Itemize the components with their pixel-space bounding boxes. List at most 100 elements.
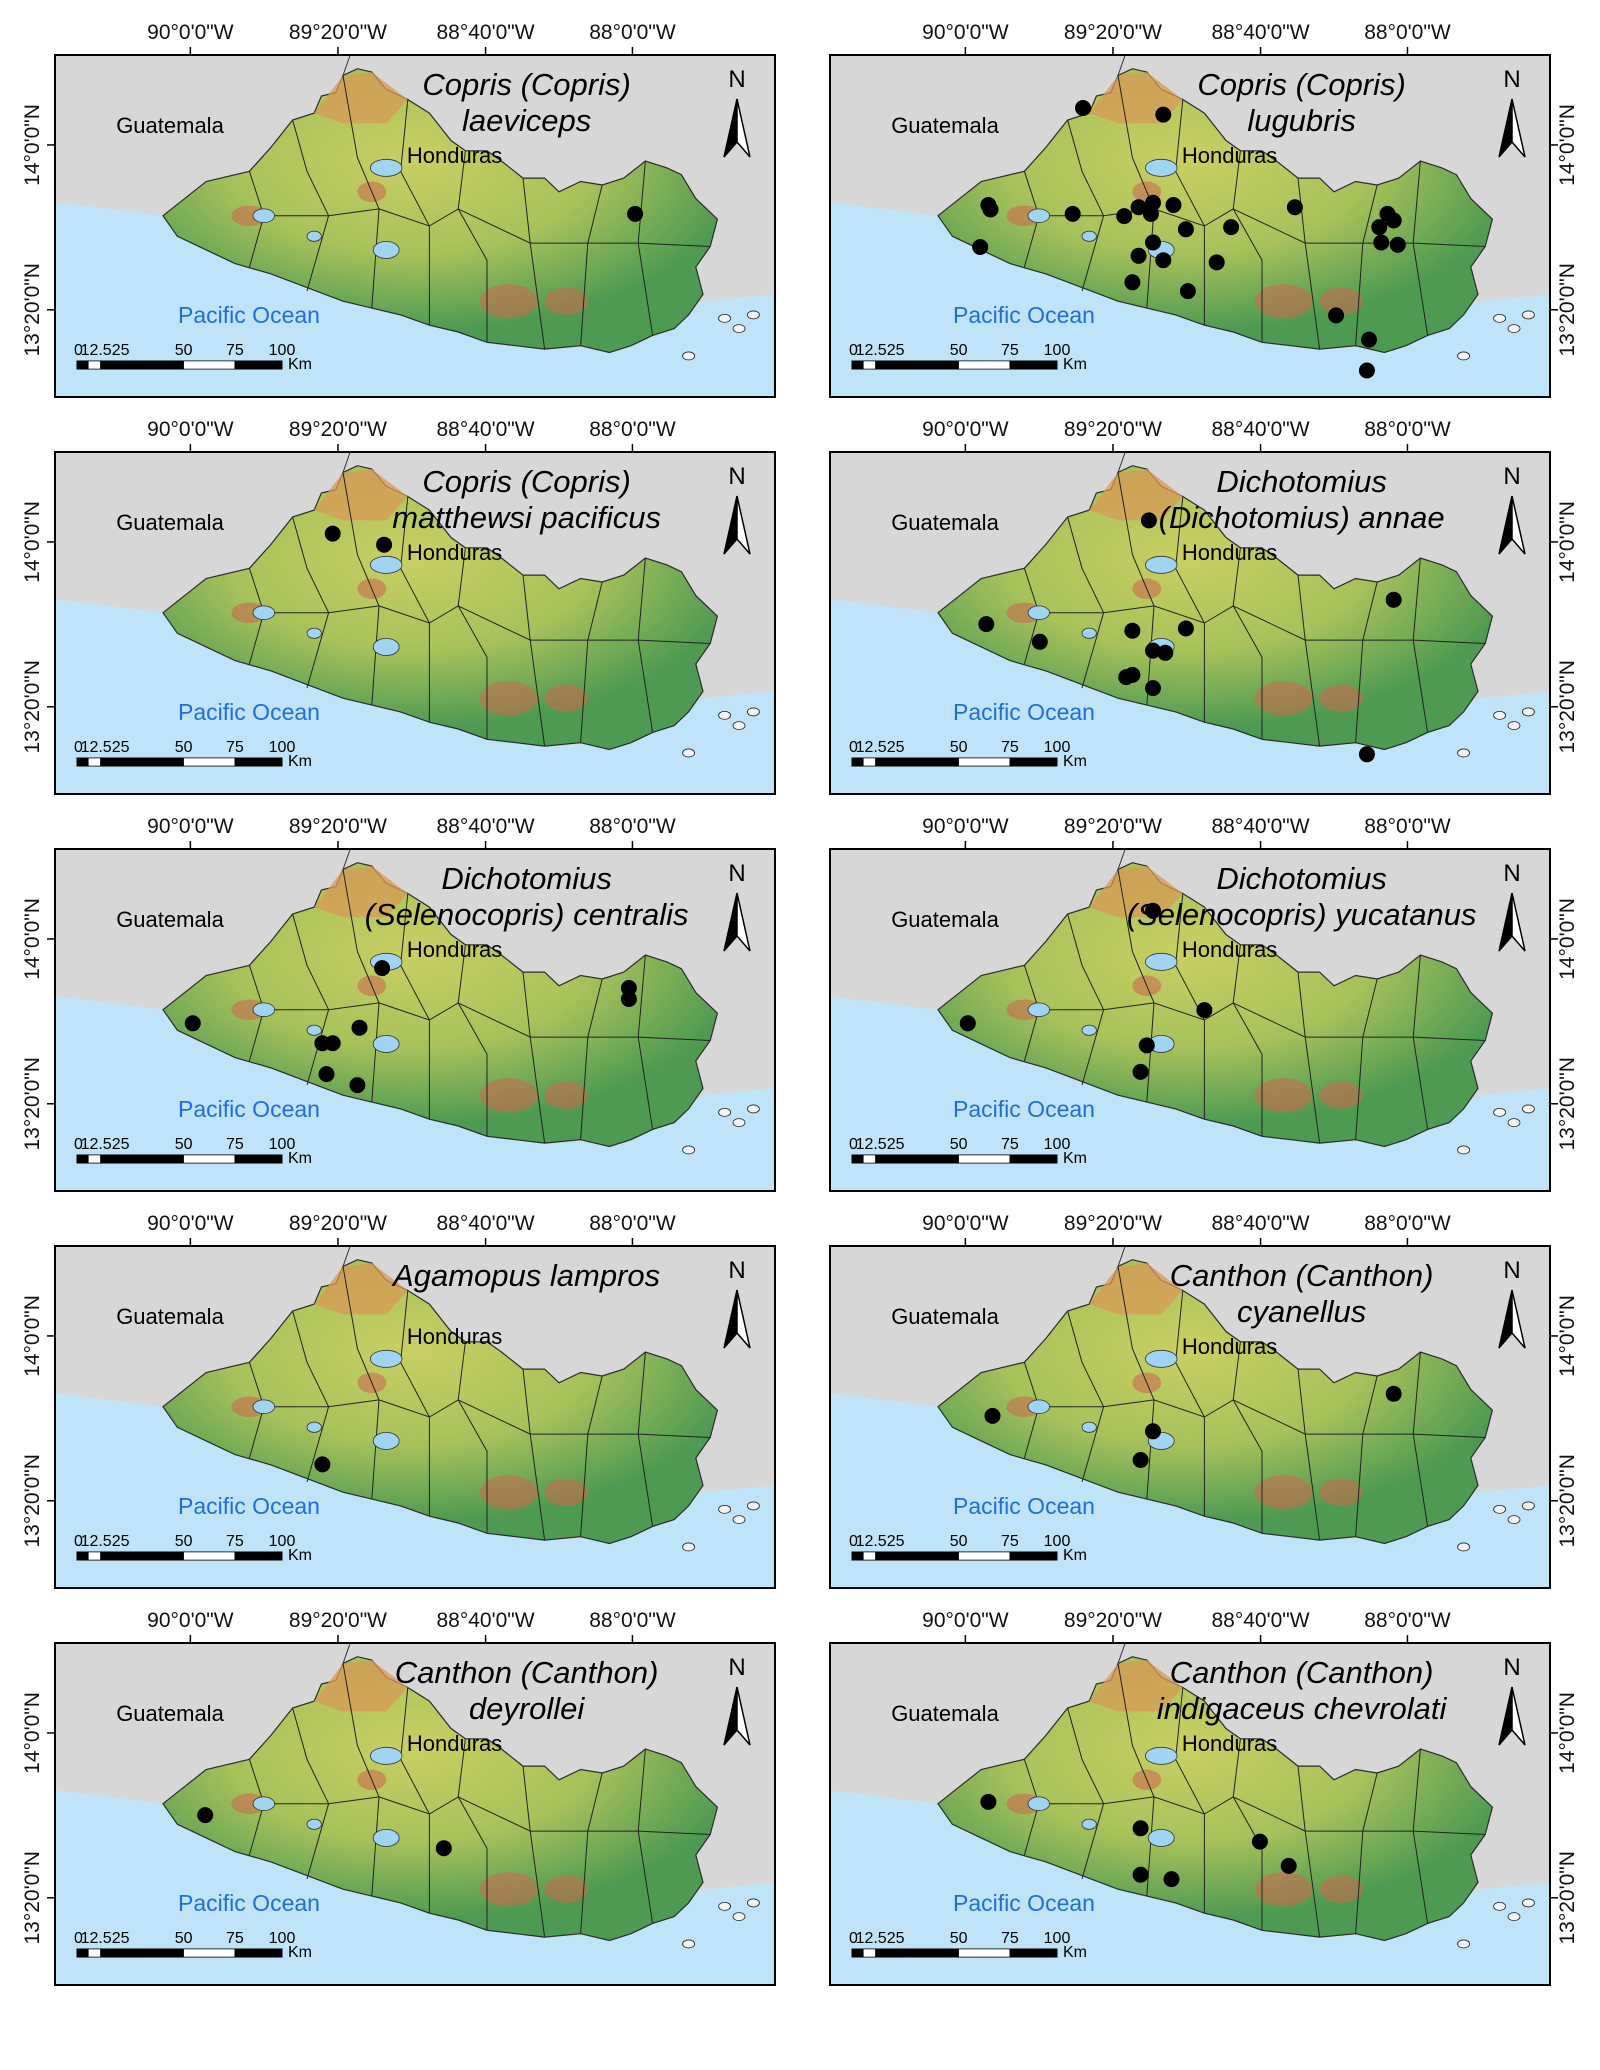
- occurrence-point: [1163, 1871, 1180, 1888]
- department-border: [1232, 150, 1263, 343]
- department-border: [1232, 1341, 1263, 1534]
- island: [1493, 1504, 1506, 1514]
- department-border: [1232, 1738, 1263, 1931]
- north-arrow-icon: N: [723, 1654, 751, 1746]
- department-border: [400, 99, 430, 326]
- island: [732, 324, 746, 334]
- longitude-label: 88°40'0"W: [1212, 21, 1310, 44]
- occurrence-point: [984, 1407, 1001, 1424]
- species-title: Dichotomius: [1216, 861, 1387, 896]
- longitude-label: 89°20'0"W: [1064, 815, 1162, 838]
- occurrence-point: [1361, 331, 1377, 348]
- map-frame: [829, 1245, 1551, 1589]
- occurrence-point: [1177, 620, 1194, 637]
- lake: [252, 1796, 275, 1811]
- latitude-label: 13°20'0"N: [21, 263, 44, 356]
- longitude-label: 88°40'0"W: [1212, 418, 1310, 441]
- north-arrow-icon: N: [1498, 66, 1526, 158]
- north-arrow-icon: N: [1498, 1654, 1526, 1746]
- species-title: lugubris: [1247, 103, 1356, 138]
- longitude-label: 89°20'0"W: [289, 815, 387, 838]
- department-border: [457, 150, 488, 343]
- map-panel: 90°0'0"W 89°20'0"W 88°40'0"W 88°0'0"W 14°0'0…: [829, 815, 1579, 1192]
- scale-tick-label: 12.525: [856, 739, 905, 756]
- longitude-label: 90°0'0"W: [147, 418, 234, 441]
- island: [1522, 1104, 1535, 1114]
- island: [747, 1898, 760, 1908]
- north-label: N: [728, 1257, 745, 1284]
- department-border: [292, 1707, 330, 1880]
- scale-tick-label: 100: [269, 1533, 296, 1550]
- latitude-label: 14°0'0"N: [21, 104, 44, 186]
- north-label: N: [1503, 860, 1520, 887]
- map-panel: 90°0'0"W 89°20'0"W 88°40'0"W 88°0'0"W 14°0'0…: [829, 1212, 1579, 1589]
- island: [1457, 351, 1470, 361]
- map-panel: 90°0'0"W 89°20'0"W 88°40'0"W 88°0'0"W 14°0'0…: [829, 21, 1579, 398]
- map-frame: [829, 451, 1551, 795]
- scale-unit-label: Km: [288, 356, 312, 373]
- scale-unit-label: Km: [1063, 1944, 1087, 1961]
- lake: [1081, 627, 1097, 639]
- volcano-relief: [1319, 684, 1363, 712]
- occurrence-point: [1177, 221, 1194, 238]
- occurrence-point: [959, 1015, 976, 1032]
- scale-tick-label: 0: [74, 1533, 83, 1550]
- latitude-label: 13°20'0"N: [1556, 660, 1579, 753]
- longitude-label: 88°40'0"W: [1212, 1609, 1310, 1632]
- north-arrow-icon: N: [723, 1257, 751, 1349]
- scale-tick-label: 0: [74, 1930, 83, 1947]
- guatemala-label: Guatemala: [891, 510, 999, 535]
- longitude-label: 90°0'0"W: [147, 1212, 234, 1235]
- longitude-label: 90°0'0"W: [922, 1609, 1009, 1632]
- occurrence-point: [1251, 1833, 1268, 1850]
- el-salvador-territory: [162, 1259, 719, 1545]
- latitude-label: 13°20'0"N: [21, 1057, 44, 1150]
- island: [1493, 313, 1506, 323]
- occurrence-point: [1145, 1423, 1161, 1440]
- lake: [252, 1002, 275, 1017]
- scale-tick-label: 50: [950, 342, 968, 359]
- volcano-relief: [1319, 1478, 1363, 1506]
- species-title: Copris (Copris): [1197, 67, 1405, 102]
- occurrence-point: [324, 1035, 341, 1052]
- occurrence-point: [1385, 212, 1402, 229]
- honduras-label: Honduras: [1182, 1334, 1277, 1359]
- island: [747, 707, 760, 717]
- lake: [1027, 208, 1051, 223]
- island: [732, 721, 746, 730]
- occurrence-point: [1031, 633, 1048, 650]
- occurrence-point: [1132, 1820, 1149, 1837]
- guatemala-label: Guatemala: [116, 510, 224, 535]
- department-border: [263, 1796, 711, 1835]
- scale-tick-label: 100: [269, 342, 296, 359]
- species-title: matthewsi pacificus: [392, 500, 661, 535]
- honduras-label: Honduras: [1182, 143, 1277, 168]
- scale-tick-label: 100: [269, 739, 296, 756]
- longitude-label: 88°0'0"W: [1364, 815, 1451, 838]
- occurrence-point: [1358, 746, 1375, 763]
- island: [732, 1515, 746, 1524]
- occurrence-point: [1286, 199, 1303, 216]
- species-title: Agamopus lampros: [391, 1258, 660, 1293]
- department-border: [400, 496, 430, 723]
- department-border: [457, 547, 488, 740]
- highland-relief: [314, 866, 408, 918]
- latitude-label: 13°20'0"N: [1556, 263, 1579, 356]
- island: [1493, 1901, 1506, 1911]
- highland-relief: [1089, 1660, 1183, 1712]
- lake: [1144, 952, 1178, 971]
- scale-tick-label: 0: [74, 342, 83, 359]
- occurrence-point: [1132, 1452, 1149, 1468]
- pacific-ocean-label: Pacific Ocean: [953, 302, 1095, 328]
- occurrence-point: [1132, 1866, 1149, 1883]
- occurrence-point: [1155, 252, 1172, 269]
- volcano-relief: [544, 1081, 588, 1109]
- el-salvador-territory: [937, 1656, 1494, 1942]
- species-title: laeviceps: [462, 103, 591, 138]
- occurrence-point: [197, 1807, 214, 1824]
- guatemala-label: Guatemala: [116, 907, 224, 932]
- lake: [372, 1034, 400, 1053]
- department-border: [1038, 1002, 1486, 1041]
